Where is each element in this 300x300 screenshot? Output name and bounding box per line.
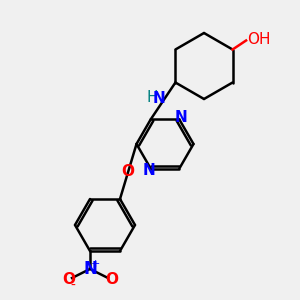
Text: -: - — [70, 278, 75, 292]
Text: O: O — [122, 164, 135, 179]
Text: H: H — [147, 90, 158, 105]
Text: N: N — [143, 163, 156, 178]
Text: N: N — [174, 110, 187, 125]
Text: O: O — [62, 272, 75, 287]
Text: +: + — [91, 260, 100, 269]
Text: OH: OH — [247, 32, 271, 47]
Text: N: N — [83, 260, 97, 278]
Text: N: N — [152, 91, 165, 106]
Text: O: O — [105, 272, 118, 287]
